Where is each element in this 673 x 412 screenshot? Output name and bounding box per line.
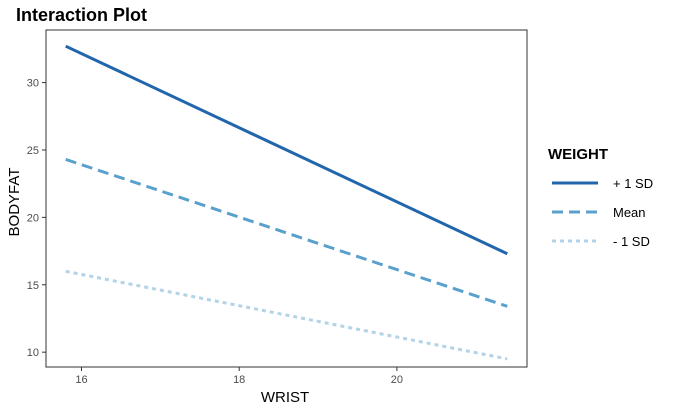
legend-label-2: Mean (613, 205, 646, 220)
x-axis-title: WRIST (261, 389, 309, 406)
y-tick-label: 15 (27, 280, 39, 292)
chart-title: Interaction Plot (16, 5, 147, 25)
series-line-3 (65, 269, 508, 361)
y-axis: 10 15 20 25 30 (27, 78, 46, 359)
legend: WEIGHT + 1 SD Mean - 1 SD (548, 146, 653, 249)
legend-label-1: + 1 SD (613, 176, 653, 191)
series-lines (65, 44, 508, 361)
series-line-1 (65, 44, 508, 256)
y-axis-title: BODYFAT (6, 168, 23, 237)
x-tick-label: 18 (233, 374, 245, 386)
y-tick-label: 30 (27, 78, 39, 90)
y-tick-label: 10 (27, 347, 39, 359)
plot-panel (45, 29, 528, 368)
legend-title: WEIGHT (548, 146, 608, 163)
legend-label-3: - 1 SD (613, 234, 650, 249)
x-tick-label: 16 (75, 374, 87, 386)
y-tick-label: 20 (27, 212, 39, 224)
x-tick-label: 20 (391, 374, 403, 386)
x-axis: 16 18 20 (75, 367, 403, 386)
y-tick-label: 25 (27, 145, 39, 157)
series-line-2 (65, 157, 508, 308)
